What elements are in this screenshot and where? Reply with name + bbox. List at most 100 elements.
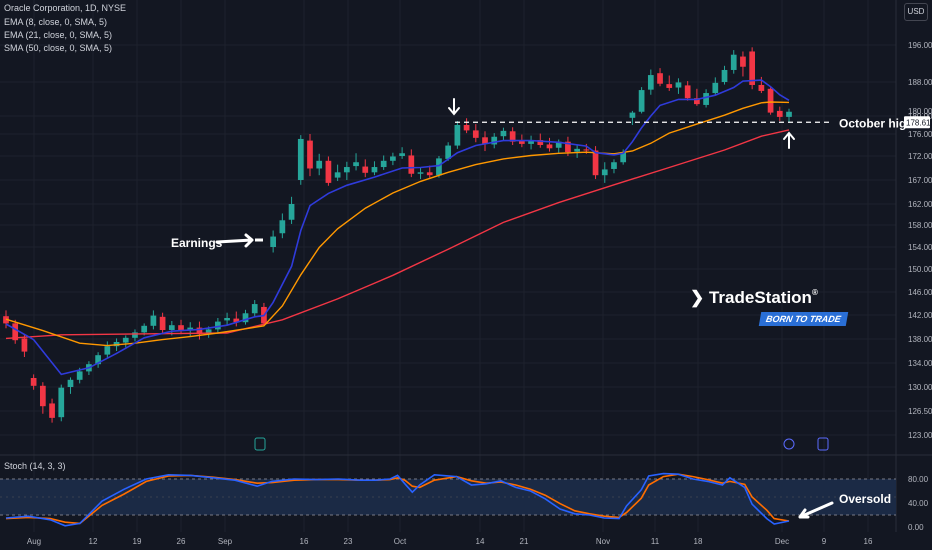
stoch-k-line xyxy=(5,472,790,527)
candle-body-33 xyxy=(307,140,313,169)
candle-55 xyxy=(509,127,516,145)
candle-body-34 xyxy=(316,160,323,169)
candle-body-53 xyxy=(491,136,498,145)
time-tick-3: 26 xyxy=(177,537,186,546)
candle-52 xyxy=(482,131,488,152)
candle-43 xyxy=(399,147,405,159)
candle-body-54 xyxy=(500,130,507,137)
price-tick-6: 146.00 xyxy=(908,288,932,297)
candle-75 xyxy=(694,88,700,106)
candle-74 xyxy=(684,81,691,101)
candle-37 xyxy=(343,161,350,180)
candle-body-27 xyxy=(251,304,258,314)
candle-30 xyxy=(279,213,286,239)
candle-body-13 xyxy=(122,337,129,343)
time-tick-7: Oct xyxy=(394,537,407,546)
candle-body-15 xyxy=(141,325,148,333)
candle-body-50 xyxy=(463,125,470,131)
candle-body-1 xyxy=(12,323,19,341)
price-tick-15: 188.00 xyxy=(908,78,932,87)
candle-body-79 xyxy=(730,54,737,70)
candle-body-43 xyxy=(399,153,405,156)
candle-body-65 xyxy=(601,169,608,176)
oversold-arrow xyxy=(798,501,834,519)
earnings-arrow xyxy=(215,233,254,248)
candle-body-84 xyxy=(776,110,783,117)
candle-54 xyxy=(500,127,507,141)
price-tick-3: 134.00 xyxy=(908,359,932,368)
time-tick-6: 23 xyxy=(344,537,353,546)
ema8-legend[interactable]: EMA (8, close, 0, SMA, 5) xyxy=(4,17,108,27)
dividend-event-icon xyxy=(817,437,829,451)
candle-body-25 xyxy=(233,318,240,323)
price-axis[interactable]: 123.00 126.50 130.00 134.00 138.00 142.00 146.… xyxy=(904,41,932,440)
moving-averages xyxy=(5,79,790,376)
candle-47 xyxy=(436,156,442,178)
candle-70 xyxy=(647,69,654,95)
time-tick-1: 12 xyxy=(89,537,98,546)
candle-33 xyxy=(307,134,313,177)
candle-body-71 xyxy=(657,73,663,84)
candle-77 xyxy=(712,77,719,96)
candle-body-7 xyxy=(67,379,74,387)
candle-71 xyxy=(657,68,663,87)
candle-body-75 xyxy=(694,98,700,105)
ema21-legend[interactable]: EMA (21, close, 0, SMA, 5) xyxy=(4,30,113,40)
candle-body-2 xyxy=(21,338,28,352)
candle-13 xyxy=(122,335,129,348)
price-tick-4: 138.00 xyxy=(908,335,932,344)
symbol-title: Oracle Corporation, 1D, NYSE xyxy=(4,3,127,13)
candle-body-5 xyxy=(49,403,55,418)
candle-59 xyxy=(546,137,553,152)
price-tick-1: 126.50 xyxy=(908,407,932,416)
logo-name: TradeStation xyxy=(708,288,812,307)
candle-body-49 xyxy=(454,125,461,146)
candle-23 xyxy=(215,318,221,333)
price-tick-10: 162.00 xyxy=(908,200,932,209)
time-tick-11: 11 xyxy=(651,537,660,546)
candle-10 xyxy=(95,352,101,368)
candle-body-36 xyxy=(334,172,341,178)
time-axis[interactable]: Aug 12 19 26 Sep 16 23 Oct 14 21 Nov 11 18 Dec 9 16 xyxy=(27,537,873,546)
candle-body-8 xyxy=(76,371,83,380)
candle-body-73 xyxy=(675,82,682,88)
candle-46 xyxy=(426,165,433,178)
candle-body-31 xyxy=(288,204,295,220)
candle-65 xyxy=(601,162,608,183)
up-arrow-icon xyxy=(783,131,795,149)
candle-72 xyxy=(666,75,673,91)
candle-32 xyxy=(297,135,304,185)
sma50-legend[interactable]: SMA (50, close, 0, SMA, 5) xyxy=(4,43,113,53)
candle-25 xyxy=(233,311,240,327)
event-flag-icon xyxy=(783,438,795,450)
candle-35 xyxy=(325,156,332,186)
time-tick-8: 14 xyxy=(476,537,485,546)
price-tick-0: 123.00 xyxy=(908,431,932,440)
candle-79 xyxy=(730,50,737,74)
candle-body-85 xyxy=(786,111,792,117)
last-price-label: 180.00 xyxy=(908,107,932,116)
time-tick-5: 16 xyxy=(300,537,309,546)
currency-button[interactable]: USD xyxy=(904,3,928,21)
candle-body-20 xyxy=(187,327,194,330)
candle-body-70 xyxy=(647,75,654,90)
time-tick-13: Dec xyxy=(775,537,789,546)
candle-29 xyxy=(270,230,276,253)
candle-50 xyxy=(463,118,470,134)
october-high-label: October high xyxy=(839,116,914,130)
candle-62 xyxy=(574,145,580,158)
candle-49 xyxy=(454,120,461,149)
stochastic-legend[interactable]: Stoch (14, 3, 3) xyxy=(4,461,66,471)
candle-body-83 xyxy=(767,88,774,113)
candle-body-46 xyxy=(426,172,433,176)
candle-body-61 xyxy=(565,141,571,153)
candle-84 xyxy=(776,106,783,121)
candle-body-11 xyxy=(104,346,111,355)
candle-81 xyxy=(749,47,756,90)
candle-body-23 xyxy=(215,321,221,330)
time-tick-10: Nov xyxy=(596,537,610,546)
october-high-price: 178.61 xyxy=(906,118,931,127)
candle-body-56 xyxy=(519,140,525,144)
candle-body-59 xyxy=(546,144,553,149)
